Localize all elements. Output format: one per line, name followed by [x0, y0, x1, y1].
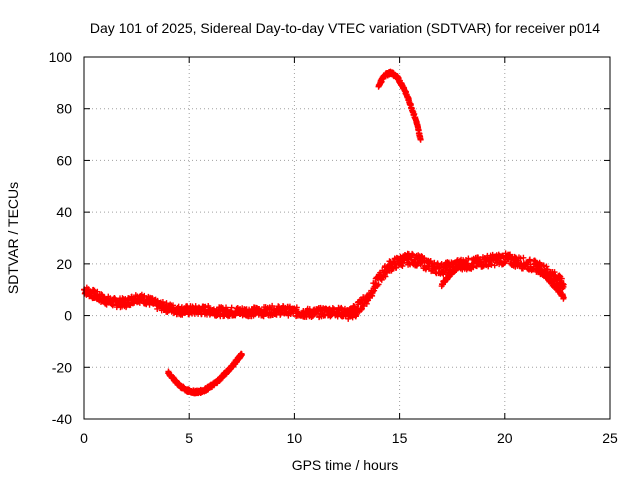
grid — [84, 57, 610, 419]
data-point — [269, 302, 276, 309]
data-point — [91, 287, 98, 294]
data-point — [551, 269, 558, 276]
data-point — [520, 254, 527, 261]
y-tick-label: 60 — [56, 152, 72, 168]
y-tick-label: 100 — [49, 49, 73, 65]
x-axis-label: GPS time / hours — [292, 457, 399, 473]
series-arc-dip — [438, 260, 470, 290]
data-point — [375, 281, 382, 288]
x-tick-label: 0 — [80, 430, 88, 446]
data-point — [465, 255, 472, 262]
series-arc-lower-left — [165, 350, 245, 397]
data-point — [427, 258, 434, 265]
data-point — [540, 262, 547, 269]
chart-title: Day 101 of 2025, Sidereal Day-to-day VTE… — [90, 20, 600, 36]
data-point — [94, 288, 101, 295]
data-point — [141, 292, 148, 299]
data-point — [409, 251, 416, 258]
data-point — [98, 291, 105, 298]
data-point — [90, 286, 97, 293]
y-tick-label: -20 — [52, 359, 72, 375]
data-point — [369, 288, 376, 295]
y-tick-label: 20 — [56, 256, 72, 272]
data-point — [293, 304, 300, 311]
data-point — [470, 264, 477, 271]
data-point — [560, 281, 567, 288]
data-point — [358, 306, 365, 313]
plot-frame — [83, 56, 611, 420]
y-tick-label: -40 — [52, 411, 72, 427]
data-point — [417, 136, 424, 143]
data-point — [409, 250, 416, 257]
y-axis-label: SDTVAR / TECUs — [5, 182, 21, 294]
y-tick-label: 80 — [56, 101, 72, 117]
x-tick-label: 5 — [185, 430, 193, 446]
y-tick-label: 40 — [56, 204, 72, 220]
x-tick-label: 10 — [287, 430, 303, 446]
data-point — [526, 256, 533, 263]
data-point — [463, 260, 470, 267]
data-point — [393, 264, 400, 271]
series-arc-rise — [344, 250, 567, 322]
series-arc-high — [375, 68, 424, 143]
data-point — [228, 304, 235, 311]
data-point — [349, 312, 356, 319]
data-point — [238, 351, 245, 358]
data-point — [560, 294, 567, 301]
x-tick-label: 25 — [602, 430, 618, 446]
data-points — [81, 68, 567, 397]
y-tick-label: 0 — [64, 308, 72, 324]
data-point — [544, 266, 551, 273]
data-point — [558, 275, 565, 282]
series-arc-main-low — [81, 284, 361, 321]
x-tick-label: 15 — [392, 430, 408, 446]
data-point — [363, 300, 370, 307]
data-point — [382, 273, 389, 280]
axis-ticks: 0 5 10 15 20 25 -40 -20 0 20 40 60 80 100 — [49, 49, 618, 446]
x-tick-label: 20 — [497, 430, 513, 446]
series-arc-tail — [533, 262, 567, 302]
